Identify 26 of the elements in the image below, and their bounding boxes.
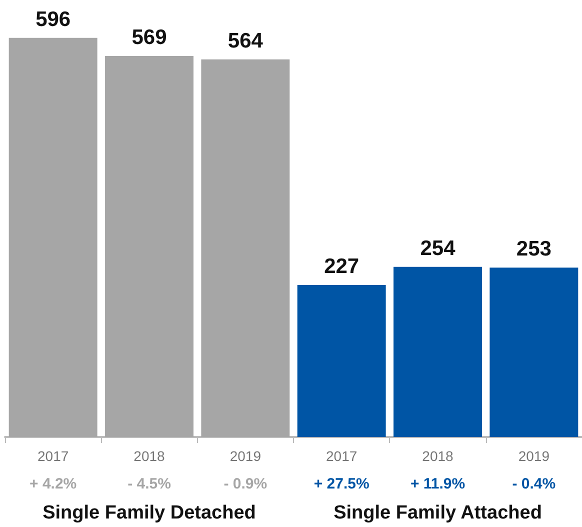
bar bbox=[8, 38, 98, 437]
data-label: 564 bbox=[228, 29, 264, 52]
x-tick-label: 2019 bbox=[518, 448, 550, 464]
x-tick-label: 2017 bbox=[38, 448, 69, 464]
x-tick-label: 2018 bbox=[422, 448, 454, 464]
bar bbox=[297, 285, 386, 437]
bar bbox=[490, 268, 578, 437]
x-tick-label: 2017 bbox=[326, 448, 358, 464]
text: + 11.9% bbox=[410, 476, 466, 492]
data-label: 569 bbox=[132, 26, 167, 50]
data-label: 227 bbox=[324, 255, 360, 278]
text: Single Family Detached bbox=[42, 502, 256, 524]
x-tick-label: 2018 bbox=[134, 448, 166, 464]
text: + 4.2% bbox=[30, 476, 77, 492]
data-label: 253 bbox=[516, 238, 552, 261]
bar bbox=[201, 59, 290, 437]
text: - 0.4% bbox=[512, 476, 556, 492]
bar bbox=[105, 56, 194, 437]
text: - 0.9% bbox=[224, 476, 268, 492]
text: + 27.5% bbox=[314, 476, 370, 492]
data-label: 254 bbox=[420, 236, 456, 260]
x-tick-label: 2019 bbox=[230, 448, 262, 464]
text: - 4.5% bbox=[128, 476, 171, 492]
text: Single Family Attached bbox=[334, 502, 542, 524]
data-label: 596 bbox=[36, 8, 71, 31]
bar bbox=[394, 266, 482, 437]
